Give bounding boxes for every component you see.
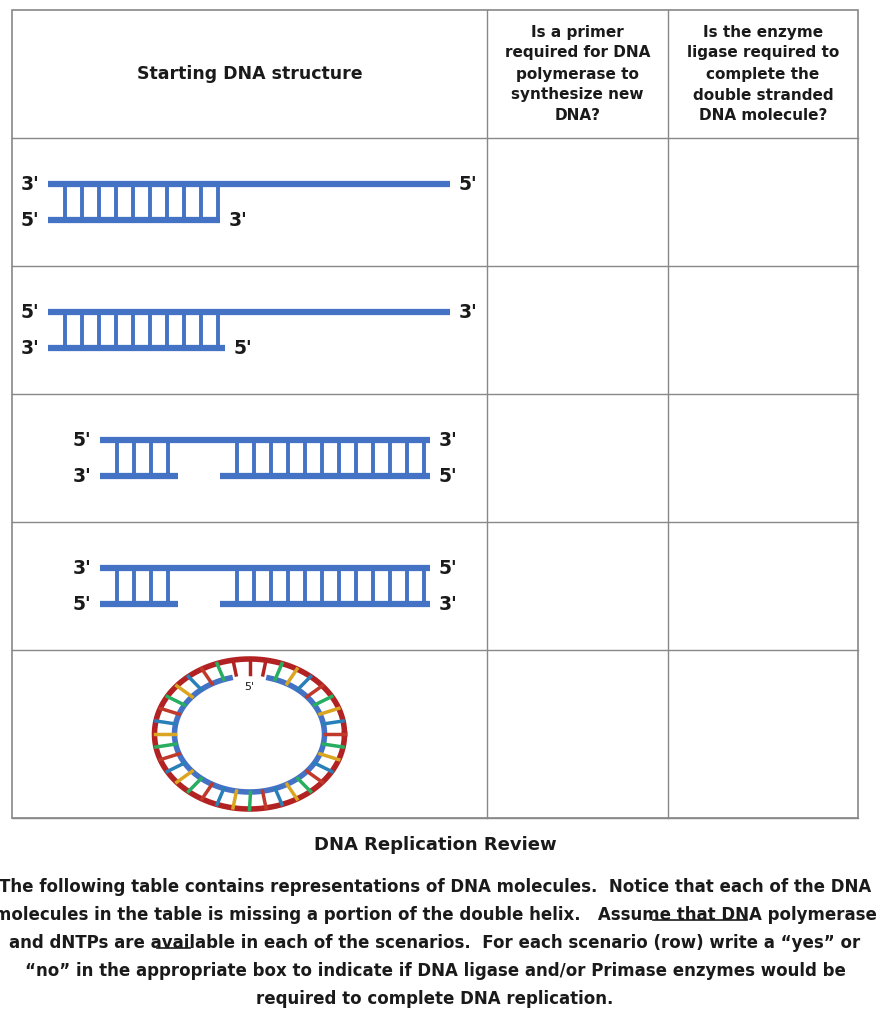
Text: 5': 5': [439, 467, 458, 485]
Text: 5': 5': [459, 174, 478, 194]
Text: 5': 5': [20, 211, 39, 229]
Bar: [12, 10, 858, 818]
Text: 3': 3': [72, 558, 91, 578]
Text: 3': 3': [459, 302, 478, 322]
Text: 3': 3': [20, 174, 39, 194]
Text: Is a primer
required for DNA
polymerase to
synthesize new
DNA?: Is a primer required for DNA polymerase …: [505, 25, 650, 124]
Text: 3': 3': [439, 430, 458, 450]
Text: 5': 5': [439, 558, 458, 578]
Text: required to complete DNA replication.: required to complete DNA replication.: [256, 990, 613, 1008]
Text: 5': 5': [234, 339, 253, 357]
Text: molecules in the table is missing a portion of the double helix.   Assume that D: molecules in the table is missing a port…: [0, 906, 876, 924]
Text: Is the enzyme
ligase required to
complete the
double stranded
DNA molecule?: Is the enzyme ligase required to complet…: [687, 25, 840, 124]
Text: and dNTPs are available in each of the scenarios.  For each scenario (row) write: and dNTPs are available in each of the s…: [10, 934, 861, 952]
Text: 3': 3': [229, 211, 248, 229]
Text: 3': 3': [72, 467, 91, 485]
Text: 3': 3': [439, 595, 458, 613]
Text: 5': 5': [72, 430, 91, 450]
Text: The following table contains representations of DNA molecules.  Notice that each: The following table contains representat…: [0, 878, 871, 896]
Text: 3': 3': [20, 339, 39, 357]
Text: 5': 5': [245, 682, 254, 692]
Text: “no” in the appropriate box to indicate if DNA ligase and/or Primase enzymes wou: “no” in the appropriate box to indicate …: [25, 962, 846, 980]
Text: 5': 5': [72, 595, 91, 613]
Text: Starting DNA structure: Starting DNA structure: [136, 65, 363, 83]
Text: DNA Replication Review: DNA Replication Review: [313, 836, 556, 854]
Text: 5': 5': [20, 302, 39, 322]
